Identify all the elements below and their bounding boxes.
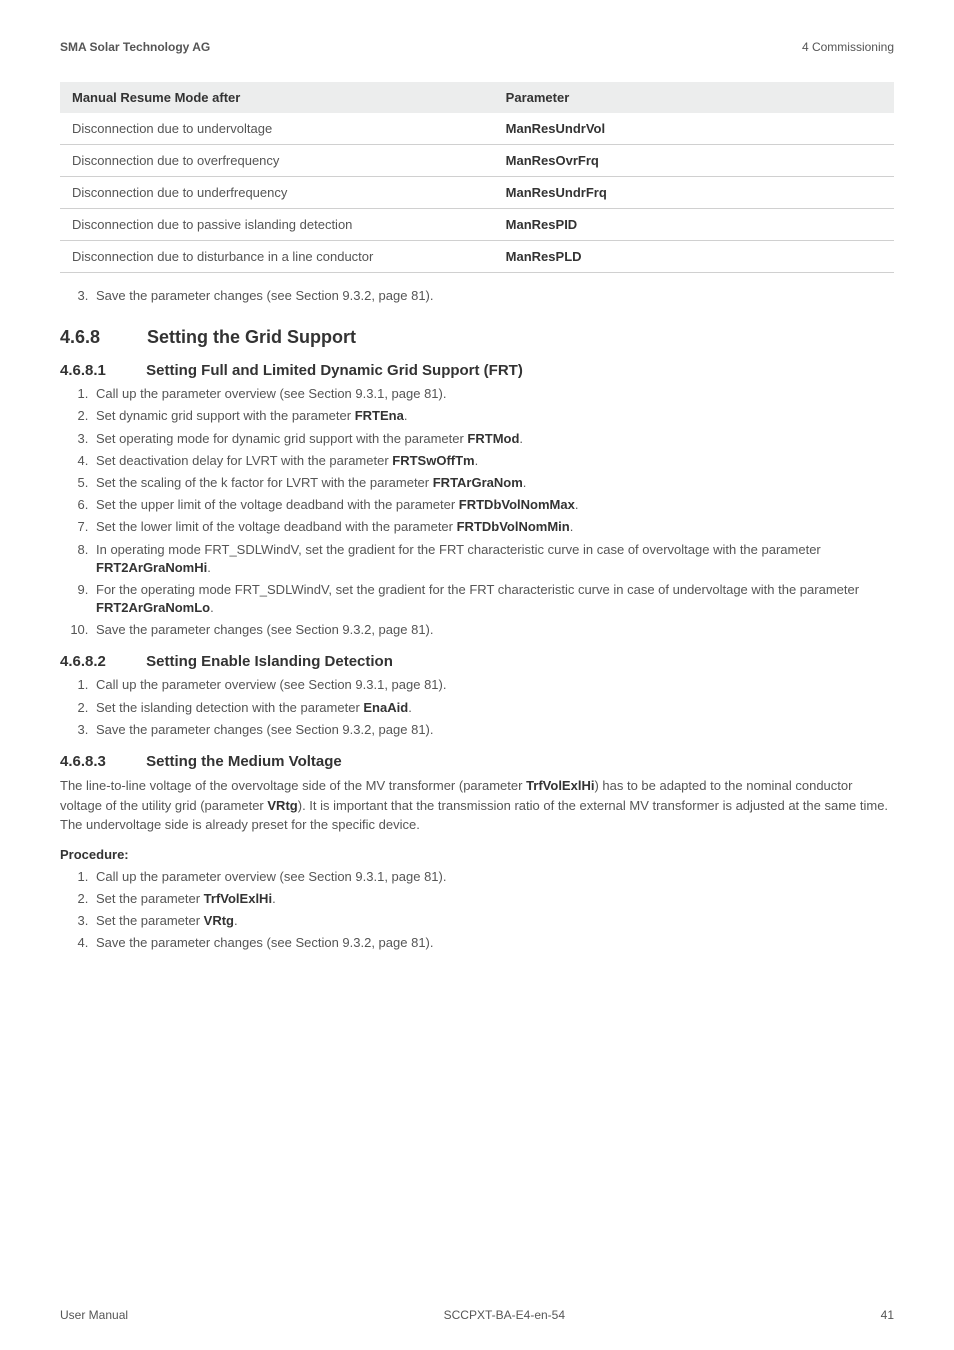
list-item: Save the parameter changes (see Section … xyxy=(92,287,894,305)
table-cell-mode: Disconnection due to passive islanding d… xyxy=(60,209,494,241)
table-cell-param: ManResUndrVol xyxy=(494,113,894,145)
subsection-number: 4.6.8.2 xyxy=(60,653,142,670)
bold-text: FRTMod xyxy=(467,431,519,446)
subsection-title: Setting Enable Islanding Detection xyxy=(146,653,393,670)
bold-text: TrfVolExlHi xyxy=(526,778,594,793)
table-cell-param: ManResPID xyxy=(494,209,894,241)
table-cell-mode: Disconnection due to disturbance in a li… xyxy=(60,241,494,273)
bold-text: FRT2ArGraNomHi xyxy=(96,560,207,575)
list-item: Call up the parameter overview (see Sect… xyxy=(92,868,894,886)
table-cell-param: ManResPLD xyxy=(494,241,894,273)
bold-text: EnaAid xyxy=(363,700,408,715)
section-title: Setting the Grid Support xyxy=(147,327,356,347)
table-row: Disconnection due to overfrequencyManRes… xyxy=(60,145,894,177)
steps-4682: Call up the parameter overview (see Sect… xyxy=(60,676,894,739)
procedure-label: Procedure: xyxy=(60,847,894,862)
header-section: 4 Commissioning xyxy=(802,40,894,54)
subsection-number: 4.6.8.3 xyxy=(60,753,142,770)
subsection-title: Setting the Medium Voltage xyxy=(146,753,342,770)
list-item: Save the parameter changes (see Section … xyxy=(92,934,894,952)
list-item: Set the parameter TrfVolExlHi. xyxy=(92,890,894,908)
table-cell-param: ManResUndrFrq xyxy=(494,177,894,209)
table-row: Disconnection due to disturbance in a li… xyxy=(60,241,894,273)
list-item: For the operating mode FRT_SDLWindV, set… xyxy=(92,581,894,617)
list-item: Call up the parameter overview (see Sect… xyxy=(92,385,894,403)
bold-text: FRTArGraNom xyxy=(433,475,523,490)
bold-text: FRTEna xyxy=(355,408,404,423)
table-body: Disconnection due to undervoltageManResU… xyxy=(60,113,894,273)
body-4683: The line-to-line voltage of the overvolt… xyxy=(60,776,894,835)
subsection-number: 4.6.8.1 xyxy=(60,362,142,379)
bold-text: VRtg xyxy=(267,798,297,813)
subsection-4683: 4.6.8.3 Setting the Medium Voltage xyxy=(60,753,894,770)
subsection-4681: 4.6.8.1 Setting Full and Limited Dynamic… xyxy=(60,362,894,379)
table-cell-mode: Disconnection due to underfrequency xyxy=(60,177,494,209)
list-item: Save the parameter changes (see Section … xyxy=(92,721,894,739)
bold-text: VRtg xyxy=(204,913,234,928)
parameter-table: Manual Resume Mode after Parameter Disco… xyxy=(60,82,894,273)
subsection-title: Setting Full and Limited Dynamic Grid Su… xyxy=(146,362,523,379)
footer-page: 41 xyxy=(881,1308,894,1322)
list-item: Set the lower limit of the voltage deadb… xyxy=(92,518,894,536)
bold-text: TrfVolExlHi xyxy=(204,891,272,906)
list-item: In operating mode FRT_SDLWindV, set the … xyxy=(92,541,894,577)
list-item: Save the parameter changes (see Section … xyxy=(92,621,894,639)
list-item: Set the islanding detection with the par… xyxy=(92,699,894,717)
section-number: 4.6.8 xyxy=(60,327,142,348)
pre-steps-list: Save the parameter changes (see Section … xyxy=(60,287,894,305)
list-item: Set the parameter VRtg. xyxy=(92,912,894,930)
list-item: Set operating mode for dynamic grid supp… xyxy=(92,430,894,448)
list-item: Call up the parameter overview (see Sect… xyxy=(92,676,894,694)
table-cell-mode: Disconnection due to overfrequency xyxy=(60,145,494,177)
bold-text: FRTSwOffTm xyxy=(392,453,474,468)
list-item: Set deactivation delay for LVRT with the… xyxy=(92,452,894,470)
section-468: 4.6.8 Setting the Grid Support xyxy=(60,327,894,348)
table-header-param: Parameter xyxy=(494,82,894,113)
table-row: Disconnection due to passive islanding d… xyxy=(60,209,894,241)
subsection-4682: 4.6.8.2 Setting Enable Islanding Detecti… xyxy=(60,653,894,670)
footer-left: User Manual xyxy=(60,1308,128,1322)
table-header-mode: Manual Resume Mode after xyxy=(60,82,494,113)
list-item: Set the scaling of the k factor for LVRT… xyxy=(92,474,894,492)
list-item: Set the upper limit of the voltage deadb… xyxy=(92,496,894,514)
header-company: SMA Solar Technology AG xyxy=(60,40,210,54)
table-row: Disconnection due to undervoltageManResU… xyxy=(60,113,894,145)
page-header: SMA Solar Technology AG 4 Commissioning xyxy=(60,40,894,54)
table-cell-param: ManResOvrFrq xyxy=(494,145,894,177)
bold-text: FRTDbVolNomMax xyxy=(459,497,575,512)
steps-4681: Call up the parameter overview (see Sect… xyxy=(60,385,894,639)
bold-text: FRTDbVolNomMin xyxy=(457,519,570,534)
table-row: Disconnection due to underfrequencyManRe… xyxy=(60,177,894,209)
bold-text: FRT2ArGraNomLo xyxy=(96,600,210,615)
steps-4683: Call up the parameter overview (see Sect… xyxy=(60,868,894,953)
list-item: Set dynamic grid support with the parame… xyxy=(92,407,894,425)
table-cell-mode: Disconnection due to undervoltage xyxy=(60,113,494,145)
footer-center: SCCPXT-BA-E4-en-54 xyxy=(444,1308,565,1322)
page-footer: User Manual SCCPXT-BA-E4-en-54 41 xyxy=(60,1308,894,1322)
